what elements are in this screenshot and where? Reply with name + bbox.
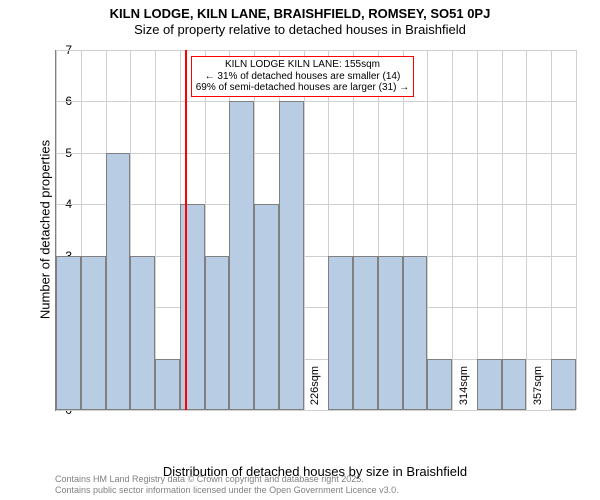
page-title: KILN LODGE, KILN LANE, BRAISHFIELD, ROMS…	[0, 0, 600, 22]
histogram-bar	[328, 256, 353, 410]
histogram-bar	[106, 153, 131, 410]
histogram-bar	[205, 256, 230, 410]
histogram-bar	[155, 359, 180, 410]
histogram-bar	[279, 101, 304, 410]
footer-attribution: Contains HM Land Registry data © Crown c…	[55, 474, 399, 496]
histogram-bar	[56, 256, 81, 410]
annotation-line2: ← 31% of detached houses are smaller (14…	[196, 71, 409, 83]
x-tick-label: 226sqm	[309, 366, 321, 416]
annotation-line3: 69% of semi-detached houses are larger (…	[196, 82, 409, 94]
gridline-v	[452, 50, 453, 410]
x-tick-label: 357sqm	[532, 366, 544, 416]
histogram-bar	[477, 359, 502, 410]
histogram-bar	[551, 359, 576, 410]
histogram-bar	[229, 101, 254, 410]
gridline-h	[56, 153, 576, 154]
histogram-bar	[378, 256, 403, 410]
plot-area: KILN LODGE KILN LANE: 155sqm← 31% of det…	[55, 50, 576, 411]
footer-line2: Contains public sector information licen…	[55, 485, 399, 496]
page-subtitle: Size of property relative to detached ho…	[0, 22, 600, 37]
gridline-h	[56, 410, 576, 411]
x-tick-label: 314sqm	[458, 366, 470, 416]
histogram-bar	[180, 204, 205, 410]
footer-line1: Contains HM Land Registry data © Crown c…	[55, 474, 399, 485]
histogram-bar	[403, 256, 428, 410]
annotation-line1: KILN LODGE KILN LANE: 155sqm	[196, 59, 409, 71]
gridline-h	[56, 204, 576, 205]
gridline-v	[502, 50, 503, 410]
gridline-v	[551, 50, 552, 410]
gridline-v	[427, 50, 428, 410]
histogram-bar	[130, 256, 155, 410]
gridline-v	[155, 50, 156, 410]
gridline-v	[477, 50, 478, 410]
chart-area: Number of detached properties KILN LODGE…	[55, 50, 575, 410]
chart-container: KILN LODGE, KILN LANE, BRAISHFIELD, ROMS…	[0, 0, 600, 500]
gridline-v	[526, 50, 527, 410]
gridline-v	[304, 50, 305, 410]
histogram-bar	[81, 256, 106, 410]
histogram-bar	[502, 359, 527, 410]
gridline-h	[56, 50, 576, 51]
gridline-v	[576, 50, 577, 410]
histogram-bar	[254, 204, 279, 410]
y-axis-label: Number of detached properties	[38, 130, 53, 330]
histogram-bar	[427, 359, 452, 410]
annotation-box: KILN LODGE KILN LANE: 155sqm← 31% of det…	[191, 56, 414, 97]
marker-line	[185, 50, 187, 410]
histogram-bar	[353, 256, 378, 410]
gridline-h	[56, 101, 576, 102]
